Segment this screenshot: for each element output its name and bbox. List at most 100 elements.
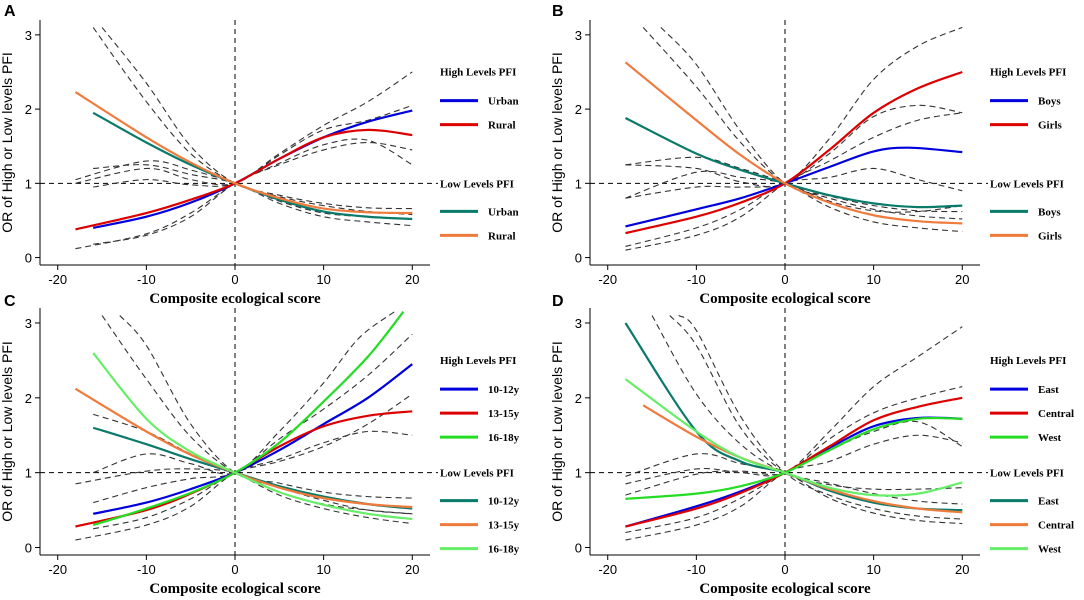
y-axis-title: OR of High or Low levels PFI xyxy=(549,341,565,522)
legend-label: Boys xyxy=(1038,206,1061,218)
y-tick-label: 3 xyxy=(575,316,582,331)
series-line xyxy=(92,109,413,229)
x-tick-label: -10 xyxy=(137,562,156,577)
ci-bound xyxy=(101,315,413,515)
x-tick-label: -20 xyxy=(598,272,617,287)
ci-bound xyxy=(92,311,395,475)
x-tick-label: 10 xyxy=(316,562,330,577)
ci-bound xyxy=(625,326,963,485)
ci-bound xyxy=(101,27,413,210)
series-line xyxy=(92,311,405,527)
ci-bound xyxy=(93,413,413,525)
ci-bound xyxy=(93,333,413,504)
ci-bound xyxy=(75,104,413,186)
panel-letter: B xyxy=(552,3,564,20)
legend-label: East xyxy=(1038,384,1059,396)
ci-bound xyxy=(669,315,963,491)
legend-label: 16-18y xyxy=(488,432,520,444)
series-line xyxy=(92,352,413,521)
y-tick-label: 0 xyxy=(575,251,582,266)
legend: High Levels PFI Urban Rural Low Levels PFI U… xyxy=(440,67,519,242)
ci-bound xyxy=(642,27,963,220)
ci-bound xyxy=(93,393,413,530)
plot-area xyxy=(74,27,413,250)
ci-bound xyxy=(625,112,963,251)
legend-label: East xyxy=(1038,496,1059,508)
series-line xyxy=(624,61,963,225)
legend-header: Low Levels PFI xyxy=(440,178,514,190)
ci-bound xyxy=(75,430,413,541)
ci-bound xyxy=(625,386,963,496)
plot-area xyxy=(624,26,963,251)
x-tick-label: -10 xyxy=(137,272,156,287)
legend-label: 10-12y xyxy=(488,496,520,508)
legend-label: Central xyxy=(1038,408,1074,420)
ci-bound xyxy=(93,141,413,245)
x-tick-label: -10 xyxy=(687,272,706,287)
panel-letter: A xyxy=(4,3,16,20)
series-line xyxy=(625,70,963,235)
legend-label: Girls xyxy=(1038,120,1063,132)
ci-bound xyxy=(625,26,963,188)
legend: High Levels PFI 10-12y 13-15y 16-18y Low Lev… xyxy=(440,355,520,556)
x-axis-title: Composite ecological score xyxy=(699,581,871,597)
panel-B: B 0 1 2 3 -20 -10 0 10 20 Composite ecological sco… xyxy=(549,3,1066,307)
x-tick-label: 20 xyxy=(955,562,969,577)
series-line xyxy=(92,363,413,515)
y-axis-title: OR of High or Low levels PFI xyxy=(549,52,565,233)
ci-bound xyxy=(660,27,963,213)
legend-header: High Levels PFI xyxy=(990,355,1066,367)
series-line xyxy=(92,426,413,510)
ci-bound xyxy=(625,104,963,199)
ci-bound xyxy=(625,167,963,247)
legend: High Levels PFI East Central West Low Levels… xyxy=(990,355,1074,556)
legend-header: High Levels PFI xyxy=(990,67,1066,79)
series-line xyxy=(624,117,963,209)
legend-label: Rural xyxy=(488,120,516,132)
ci-bound xyxy=(625,434,963,541)
y-tick-label: 1 xyxy=(25,176,32,191)
series-line xyxy=(74,91,413,215)
y-axis-title: OR of High or Low levels PFI xyxy=(0,52,15,233)
x-axis-title: Composite ecological score xyxy=(149,291,321,307)
panel-letter: D xyxy=(552,293,564,310)
x-tick-label: -20 xyxy=(598,562,617,577)
x-tick-label: -20 xyxy=(48,272,67,287)
y-tick-label: 0 xyxy=(575,541,582,556)
plot-area xyxy=(74,311,413,541)
ci-bound xyxy=(678,315,963,520)
series-line xyxy=(624,378,963,497)
legend-label: West xyxy=(1038,544,1062,556)
series-line xyxy=(75,128,413,231)
panel-C: C 0 1 2 3 -20 -10 0 10 20 Composite ecological sco… xyxy=(0,293,520,597)
x-tick-label: -10 xyxy=(687,562,706,577)
ci-bound xyxy=(625,170,963,213)
y-tick-label: 1 xyxy=(575,176,582,191)
x-tick-label: 10 xyxy=(316,272,330,287)
x-tick-label: 20 xyxy=(405,272,419,287)
x-tick-label: 10 xyxy=(866,562,880,577)
y-tick-label: 2 xyxy=(575,102,582,117)
legend-label: Rural xyxy=(488,230,516,242)
panel-D: D 0 1 2 3 -20 -10 0 10 20 Composite ecological sco… xyxy=(549,293,1074,597)
y-tick-label: 1 xyxy=(25,466,32,481)
ci-bound xyxy=(119,315,413,499)
series-line xyxy=(625,396,963,528)
x-tick-label: 0 xyxy=(231,272,238,287)
y-tick-label: 1 xyxy=(575,466,582,481)
x-tick-label: -20 xyxy=(48,562,67,577)
series-line xyxy=(92,111,413,221)
ci-bound xyxy=(75,138,413,250)
x-tick-label: 20 xyxy=(405,562,419,577)
legend-label: 13-15y xyxy=(488,520,520,532)
panel-A: A 0 1 2 3 -20 -10 0 10 20 Composite ecological sco… xyxy=(0,3,519,307)
legend: High Levels PFI Boys Girls Low Levels PFI Bo… xyxy=(990,67,1066,242)
series-line xyxy=(74,387,413,509)
legend-label: Boys xyxy=(1038,96,1061,108)
legend-label: West xyxy=(1038,432,1062,444)
ci-bound xyxy=(625,453,963,525)
x-tick-label: 0 xyxy=(781,272,788,287)
legend-label: 10-12y xyxy=(488,384,520,396)
plot-area xyxy=(624,315,963,541)
